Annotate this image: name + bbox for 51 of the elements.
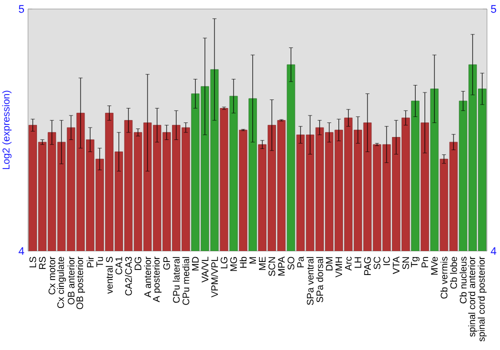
x-tick-label: LG bbox=[220, 257, 228, 268]
x-tick-label: SC bbox=[374, 256, 380, 270]
x-tick-label: CA2/CA3 bbox=[124, 256, 132, 296]
x-tick-label: CA1 bbox=[115, 256, 122, 274]
x-tick-label: MVe bbox=[431, 256, 438, 275]
x-tick-label: DM bbox=[326, 257, 332, 270]
x-tick-label: IC bbox=[383, 256, 390, 266]
x-tick-label: SO bbox=[288, 256, 294, 270]
x-tick-label: MD bbox=[192, 256, 199, 270]
x-tick-label: Cb vermis bbox=[440, 256, 448, 299]
x-tick-label: CPu medial bbox=[182, 257, 190, 305]
x-tick-label: OB anterior bbox=[68, 256, 75, 304]
x-tick-label: Pn bbox=[422, 257, 428, 268]
x-tick-label: Hb bbox=[240, 256, 247, 268]
x-tick-label: SPa ventral bbox=[306, 257, 314, 305]
y2-tick-label: 5 bbox=[490, 5, 496, 13]
x-tick-label: SN bbox=[402, 257, 410, 270]
x-tick-label: M bbox=[249, 257, 256, 264]
x-tick-label: DG bbox=[134, 257, 142, 270]
x-tick-label: A posterior bbox=[152, 256, 162, 302]
x-tick-label: SCN bbox=[268, 257, 276, 276]
x-tick-label: OB posterior bbox=[76, 256, 86, 310]
x-tick-label: Pir bbox=[86, 256, 94, 268]
x-tick-label: CPu lateral bbox=[172, 257, 180, 303]
x-tick-label: SPa dorsal bbox=[316, 257, 324, 302]
x-tick-label: Pa bbox=[297, 256, 304, 268]
x-tick-label: Tu bbox=[96, 257, 104, 267]
x-tick-label: PAG bbox=[364, 257, 371, 275]
x-tick-label: spinal cord anterior bbox=[468, 256, 478, 337]
y2-tick-label: 4 bbox=[490, 247, 496, 255]
x-tick-label: spinal cord posterior bbox=[478, 256, 487, 342]
x-tick-label: Cb lobe bbox=[450, 256, 458, 289]
x-tick-label: VMH bbox=[336, 257, 342, 278]
x-tick-label: Cx cingulate bbox=[57, 256, 66, 308]
x-tick-label: RS bbox=[38, 256, 46, 269]
x-tick-label: GP bbox=[163, 256, 170, 270]
x-tick-label: VTA bbox=[392, 256, 400, 274]
x-tick-label: Cb nucleus bbox=[460, 256, 467, 304]
x-tick-label: Tg bbox=[411, 257, 420, 268]
x-tick-label: Cx motor bbox=[48, 256, 56, 294]
x-tick-label: MG bbox=[230, 257, 237, 271]
x-tick-label: LH bbox=[354, 257, 362, 268]
x-tick-label: ME bbox=[259, 256, 266, 270]
x-tick-label: A anterior bbox=[144, 256, 152, 298]
x-tick-label: ventral S bbox=[106, 256, 113, 294]
x-tick-label: VA/VL bbox=[201, 256, 208, 283]
x-tick-label: Arc bbox=[345, 256, 352, 271]
x-tick-label: LS bbox=[29, 256, 36, 268]
x-tick-label: VPM/VPL bbox=[210, 256, 218, 298]
x-tick-label: MPA bbox=[278, 256, 285, 276]
y-axis-title: Log2 (expression) bbox=[2, 90, 12, 170]
